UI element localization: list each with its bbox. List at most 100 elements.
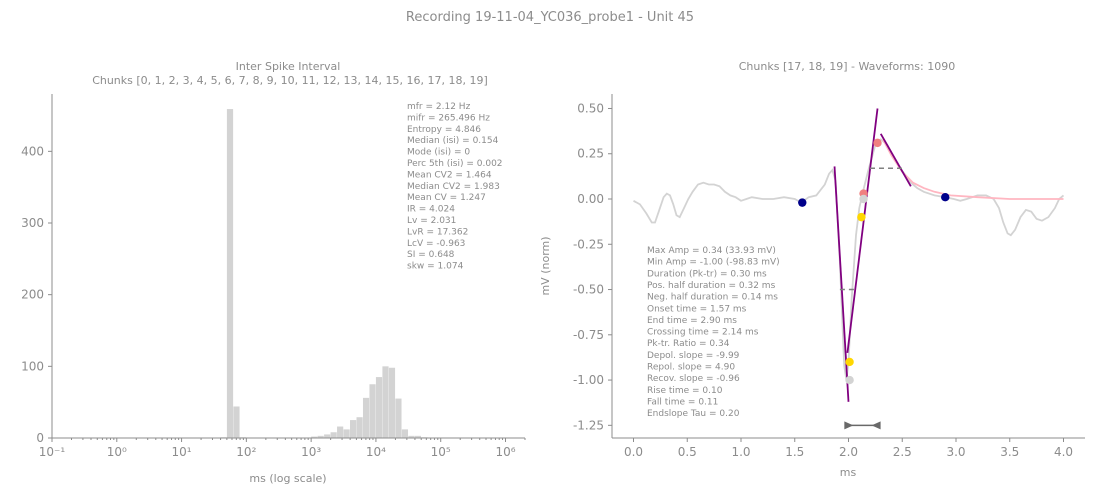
isi-bar-4 <box>311 436 318 438</box>
wave-y-tick-label: -0.75 <box>573 328 604 342</box>
wave-ylabel: mV (norm) <box>539 236 552 295</box>
isi-bar-20 <box>414 435 421 438</box>
marker-0 <box>798 198 807 207</box>
wave-x-tick-label: 4.0 <box>1054 445 1073 459</box>
wave-stat-line: Neg. half duration = 0.14 ms <box>647 293 778 303</box>
isi-y-tick-label: 200 <box>21 288 44 302</box>
isi-y-tick-label: 400 <box>21 144 44 158</box>
wave-x-tick-label: 1.0 <box>731 445 750 459</box>
isi-bar-17 <box>395 398 402 438</box>
marker-1 <box>941 193 950 202</box>
wave-stat-line: Repol. slope = 4.90 <box>647 363 735 373</box>
isi-stat-line: Perc 5th (isi) = 0.002 <box>407 159 503 169</box>
wave-title: Chunks [17, 18, 19] - Waveforms: 1090 <box>739 60 955 73</box>
isi-stat-line: Median (isi) = 0.154 <box>407 136 499 146</box>
wave-x-tick-label: 3.0 <box>946 445 965 459</box>
isi-x-tick-label: 10¹ <box>172 445 192 459</box>
isi-x-tick-label: 10⁰ <box>107 445 127 459</box>
marker-7 <box>845 375 854 385</box>
isi-bar-12 <box>362 397 370 438</box>
wave-stat-line: Recov. slope = -0.96 <box>647 374 740 384</box>
isi-bar-11 <box>356 417 363 438</box>
wave-y-tick-label: -1.25 <box>573 418 604 432</box>
isi-axes: 10⁻¹ 10⁰ 10¹ 10² 10³ 10⁴ 10⁵ 10⁶ 0 100 200 300 400 <box>21 94 526 459</box>
marker-6 <box>859 194 868 204</box>
wave-stats: Max Amp = 0.34 (33.93 mV) Min Amp = -1.00… <box>647 246 780 419</box>
isi-stat-line: Mean CV = 1.247 <box>407 193 486 203</box>
isi-stat-line: Median CV2 = 1.983 <box>407 182 500 192</box>
wave-stat-line: Min Amp = -1.00 (-98.83 mV) <box>647 258 780 268</box>
isi-x-tick-label: 10⁻¹ <box>39 445 66 459</box>
isi-bar-15 <box>382 366 389 438</box>
isi-y-tick-label: 100 <box>21 359 44 373</box>
figure-title: Recording 19-11-04_YC036_probe1 - Unit 4… <box>406 10 694 25</box>
wave-stat-line: Crossing time = 2.14 ms <box>647 328 759 338</box>
isi-bar-14 <box>375 377 383 438</box>
isi-x-tick-label: 10² <box>236 445 256 459</box>
depol-slope-line <box>833 166 850 402</box>
wave-x-tick-label: 2.0 <box>839 445 858 459</box>
marker-2 <box>873 138 882 148</box>
wave-y-tick-label: -0.50 <box>573 283 604 297</box>
marker-4 <box>857 212 866 222</box>
isi-bar-19 <box>408 435 415 438</box>
wave-y-tick-label: 0.25 <box>577 147 604 161</box>
isi-stat-line: Mode (isi) = 0 <box>407 148 470 158</box>
isi-bar-8 <box>337 426 344 438</box>
wave-stat-line: Pk-tr. Ratio = 0.34 <box>647 339 730 349</box>
isi-stat-line: LvR = 17.362 <box>407 227 468 237</box>
isi-bar-9 <box>343 429 350 438</box>
marker-5 <box>845 357 854 367</box>
wave-stat-line: End time = 2.90 ms <box>647 316 737 326</box>
duration-bracket-right-arrow <box>871 421 881 430</box>
recovery-fit-line <box>882 138 1064 200</box>
recov-slope-line <box>879 133 912 187</box>
isi-stat-line: mfr = 2.12 Hz <box>407 102 471 112</box>
wave-stat-line: Duration (Pk-tr) = 0.30 ms <box>647 269 767 279</box>
wave-stat-line: Pos. half duration = 0.32 ms <box>647 281 776 291</box>
wave-x-tick-label: 3.5 <box>1000 445 1019 459</box>
isi-title: Inter Spike Interval <box>236 60 341 73</box>
isi-bar-16 <box>388 367 396 438</box>
waveform-chart: Chunks [17, 18, 19] - Waveforms: 1090 0.… <box>539 60 1085 479</box>
isi-bar-7 <box>330 432 337 438</box>
isi-bar-18 <box>401 429 409 438</box>
isi-subtitle: Chunks [0, 1, 2, 3, 4, 5, 6, 7, 8, 9, 10… <box>92 74 488 87</box>
waveform-line <box>633 138 1065 381</box>
wave-x-tick-label: 0.0 <box>624 445 643 459</box>
wave-y-tick-label: -1.00 <box>573 373 604 387</box>
isi-stat-line: LcV = -0.963 <box>407 239 465 249</box>
wave-marks <box>633 108 1065 430</box>
wave-x-tick-label: 0.5 <box>678 445 697 459</box>
isi-x-tick-label: 10³ <box>301 445 321 459</box>
duration-bracket-left-arrow <box>844 421 854 430</box>
isi-stat-line: SI = 0.648 <box>407 250 455 260</box>
wave-stat-line: Onset time = 1.57 ms <box>647 304 747 314</box>
wave-stat-line: Fall time = 0.11 <box>647 397 718 407</box>
isi-bar-1 <box>226 109 234 439</box>
wave-y-tick-label: 0.50 <box>577 101 604 115</box>
repol-slope-line <box>846 108 879 354</box>
wave-xlabel: ms <box>840 466 857 479</box>
wave-stat-line: Endslope Tau = 0.20 <box>647 409 740 419</box>
isi-y-tick-label: 300 <box>21 216 44 230</box>
isi-bar-6 <box>324 434 331 438</box>
wave-stat-line: Max Amp = 0.34 (33.93 mV) <box>647 246 776 256</box>
isi-bar-2 <box>233 406 240 438</box>
wave-stat-line: Depol. slope = -9.99 <box>647 351 740 361</box>
isi-y-tick-label: 0 <box>36 431 44 445</box>
isi-stat-line: Mean CV2 = 1.464 <box>407 170 492 180</box>
wave-y-tick-label: -0.25 <box>573 237 604 251</box>
wave-x-tick-label: 1.5 <box>785 445 804 459</box>
wave-x-tick-label: 2.5 <box>893 445 912 459</box>
isi-stat-line: Entropy = 4.846 <box>407 125 481 135</box>
isi-x-tick-label: 10⁴ <box>366 445 386 459</box>
isi-bar-10 <box>350 420 357 438</box>
isi-stat-line: IR = 4.024 <box>407 205 455 215</box>
isi-stat-line: Lv = 2.031 <box>407 216 456 226</box>
wave-stat-line: Rise time = 0.10 <box>647 386 723 396</box>
wave-axes: 0.0 0.5 1.0 1.5 2.0 2.5 3.0 3.5 4.0 0.50 0.25 0.00 -… <box>573 94 1085 459</box>
isi-x-tick-label: 10⁶ <box>495 445 515 459</box>
isi-bar-5 <box>317 435 324 438</box>
